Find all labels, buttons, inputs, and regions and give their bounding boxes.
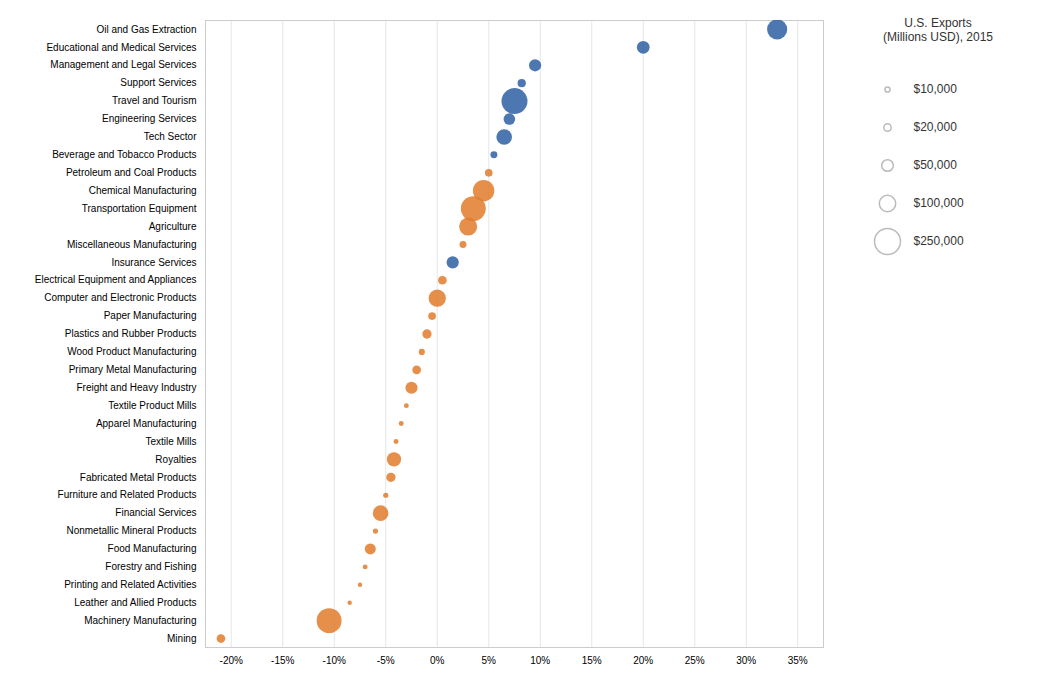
- svg-text:Electrical Equipment and Appli: Electrical Equipment and Appliances: [35, 274, 197, 285]
- svg-text:Support Services: Support Services: [120, 77, 196, 88]
- svg-text:Furniture and Related Products: Furniture and Related Products: [58, 489, 197, 500]
- svg-text:Paper Manufacturing: Paper Manufacturing: [104, 310, 197, 321]
- svg-text:Agriculture: Agriculture: [149, 221, 197, 232]
- svg-text:Apparel Manufacturing: Apparel Manufacturing: [96, 418, 197, 429]
- svg-text:15%: 15%: [582, 655, 602, 666]
- svg-text:$10,000: $10,000: [914, 82, 958, 96]
- svg-text:-5%: -5%: [377, 655, 395, 666]
- svg-text:Leather and Allied Products: Leather and Allied Products: [74, 597, 196, 608]
- svg-text:Primary Metal Manufacturing: Primary Metal Manufacturing: [69, 364, 197, 375]
- svg-text:10%: 10%: [530, 655, 550, 666]
- svg-text:20%: 20%: [633, 655, 653, 666]
- svg-text:Engineering Services: Engineering Services: [102, 113, 197, 124]
- svg-text:5%: 5%: [482, 655, 497, 666]
- svg-text:0%: 0%: [430, 655, 445, 666]
- svg-text:Forestry and Fishing: Forestry and Fishing: [105, 561, 196, 572]
- svg-text:Freight and Heavy Industry: Freight and Heavy Industry: [76, 382, 196, 393]
- svg-text:35%: 35%: [788, 655, 808, 666]
- svg-text:Nonmetallic Mineral Products: Nonmetallic Mineral Products: [66, 525, 196, 536]
- svg-text:$250,000: $250,000: [914, 234, 964, 248]
- svg-text:25%: 25%: [685, 655, 705, 666]
- svg-text:Beverage and Tobacco Products: Beverage and Tobacco Products: [52, 149, 196, 160]
- svg-text:Wood Product Manufacturing: Wood Product Manufacturing: [67, 346, 196, 357]
- svg-text:Mining: Mining: [167, 633, 196, 644]
- svg-text:Petroleum and Coal Products: Petroleum and Coal Products: [66, 167, 197, 178]
- svg-text:Financial Services: Financial Services: [115, 507, 196, 518]
- svg-text:Educational and Medical Servic: Educational and Medical Services: [46, 42, 196, 53]
- svg-text:Royalties: Royalties: [155, 454, 196, 465]
- svg-text:Fabricated Metal Products: Fabricated Metal Products: [80, 472, 197, 483]
- svg-text:Food Manufacturing: Food Manufacturing: [108, 543, 197, 554]
- svg-text:Travel and Tourism: Travel and Tourism: [112, 95, 196, 106]
- svg-text:-15%: -15%: [271, 655, 294, 666]
- svg-text:Machinery Manufacturing: Machinery Manufacturing: [84, 615, 196, 626]
- svg-text:Insurance Services: Insurance Services: [111, 257, 196, 268]
- svg-text:$20,000: $20,000: [914, 120, 958, 134]
- svg-text:Textile Mills: Textile Mills: [145, 436, 196, 447]
- svg-text:Tech Sector: Tech Sector: [144, 131, 197, 142]
- svg-text:Plastics and Rubber Products: Plastics and Rubber Products: [65, 328, 197, 339]
- svg-text:Printing and Related Activitie: Printing and Related Activities: [64, 579, 196, 590]
- svg-text:-10%: -10%: [323, 655, 346, 666]
- svg-text:Oil and Gas Extraction: Oil and Gas Extraction: [96, 24, 196, 35]
- svg-text:Textile Product Mills: Textile Product Mills: [108, 400, 196, 411]
- svg-text:30%: 30%: [736, 655, 756, 666]
- svg-text:-20%: -20%: [220, 655, 243, 666]
- svg-text:$100,000: $100,000: [914, 196, 964, 210]
- svg-text:$50,000: $50,000: [914, 158, 958, 172]
- html-text:U.S. Exports (Millions USD), 2: U.S. Exports (Millions USD), 2015: [883, 16, 993, 44]
- svg-text:Management and Legal Services: Management and Legal Services: [50, 59, 196, 70]
- svg-text:Miscellaneous Manufacturing: Miscellaneous Manufacturing: [67, 239, 197, 250]
- svg-text:Transportation Equipment: Transportation Equipment: [82, 203, 197, 214]
- svg-text:Chemical Manufacturing: Chemical Manufacturing: [89, 185, 197, 196]
- svg-text:Computer and Electronic Produc: Computer and Electronic Products: [44, 292, 196, 303]
